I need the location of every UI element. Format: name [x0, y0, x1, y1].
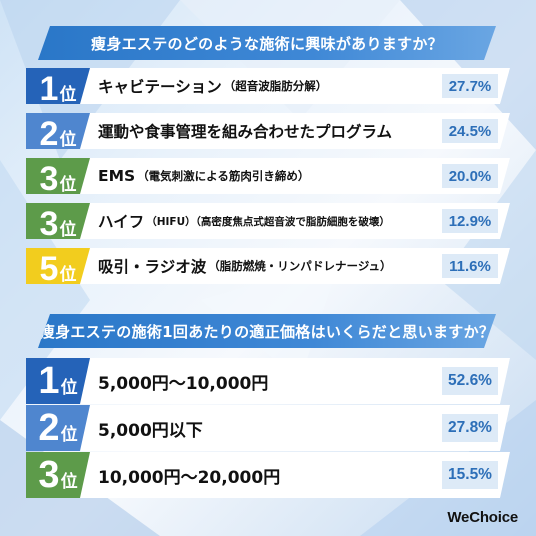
percent-value: 27.7%	[442, 74, 498, 98]
percent-value: 20.0%	[442, 164, 498, 188]
item-label: 5,000円以下	[98, 420, 203, 441]
item-label: 10,000円〜20,000円	[98, 467, 281, 488]
item-label: 運動や食事管理を組み合わせたプログラム	[98, 123, 393, 141]
row-card	[26, 113, 510, 149]
row-card	[26, 248, 510, 284]
item-label: 吸引・ラジオ波 （脂肪燃焼・リンパドレナージュ）	[98, 258, 392, 276]
question-1-title: 痩身エステのどのような施術に興味がありますか？	[91, 34, 443, 53]
item-sub-label: （電気刺激による筋肉引き締め）	[137, 169, 310, 183]
item-label: 5,000円〜10,000円	[98, 373, 269, 394]
row-card	[26, 358, 510, 404]
question-2-title: 痩身エステの施術1回あたりの適正価格はいくらだと思いますか？	[39, 322, 495, 341]
percent-value: 12.9%	[442, 209, 498, 233]
row-card	[26, 158, 510, 194]
item-sub-label: （超音波脂肪分解）	[223, 79, 328, 93]
item-label: ハイフ （HIFU）（高密度焦点式超音波で脂肪細胞を破壊）	[98, 213, 390, 231]
item-sub-label: （HIFU）（高密度焦点式超音波で脂肪細胞を破壊）	[146, 215, 390, 228]
row-card	[26, 452, 510, 498]
wechoice-logo: WeChoice	[447, 509, 518, 526]
item-sub-label: （脂肪燃焼・リンパドレナージュ）	[208, 259, 392, 273]
row-card	[26, 203, 510, 239]
percent-value: 24.5%	[442, 119, 498, 143]
item-label: EMS （電気刺激による筋肉引き締め）	[98, 167, 310, 185]
percent-value: 27.8%	[442, 414, 498, 442]
percent-value: 11.6%	[442, 254, 498, 278]
row-card	[26, 68, 510, 104]
question-1-banner: 痩身エステのどのような施術に興味がありますか？	[38, 26, 496, 60]
question-2-banner: 痩身エステの施術1回あたりの適正価格はいくらだと思いますか？	[38, 314, 496, 348]
item-label: キャビテーション （超音波脂肪分解）	[98, 78, 328, 96]
percent-value: 15.5%	[442, 461, 498, 489]
percent-value: 52.6%	[442, 367, 498, 395]
row-card	[26, 405, 510, 451]
